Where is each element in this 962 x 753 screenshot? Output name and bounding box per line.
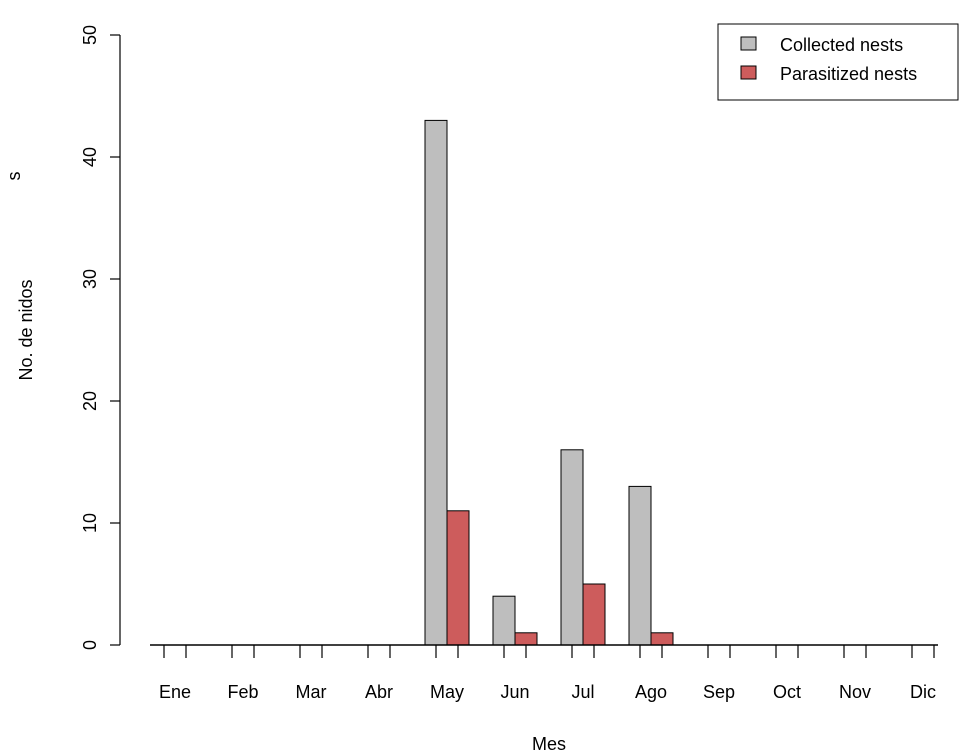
y-axis-title-fragment: s: [4, 172, 24, 181]
x-tick-label: Feb: [227, 682, 258, 702]
bar-collected-may: [424, 119, 448, 646]
x-tick-label: Ago: [635, 682, 667, 702]
bars: [424, 119, 674, 646]
x-tick-label: Dic: [910, 682, 936, 702]
y-tick-label: 10: [80, 513, 100, 533]
legend-swatch-parasitized: [740, 65, 757, 80]
bar-parasitized-ago: [650, 632, 674, 646]
y-tick-label: 0: [80, 640, 100, 650]
bar-parasitized-may: [446, 510, 470, 646]
bar-collected-ago: [628, 485, 652, 646]
x-tick-label: Jun: [500, 682, 529, 702]
y-axis: 0 10 20 30 40 50: [80, 25, 121, 650]
x-tick-label: Jul: [571, 682, 594, 702]
x-tick-label: Oct: [773, 682, 801, 702]
bar-collected-jun: [492, 595, 516, 646]
x-axis: Ene Feb Mar Abr May Jun Jul Ago Sep Oct Nov Dic: [159, 645, 936, 702]
y-axis-title: No. de nidos: [16, 279, 36, 380]
x-axis-title: Mes: [532, 734, 566, 753]
y-tick-label: 20: [80, 391, 100, 411]
x-tick-label: Ene: [159, 682, 191, 702]
y-tick-label: 30: [80, 269, 100, 289]
x-tick-label: May: [430, 682, 464, 702]
x-tick-label: Abr: [365, 682, 393, 702]
bar-parasitized-jul: [582, 583, 606, 646]
x-tick-label: Sep: [703, 682, 735, 702]
y-tick-label: 40: [80, 147, 100, 167]
bar-parasitized-jun: [514, 632, 538, 646]
legend-label-collected: Collected nests: [780, 35, 903, 55]
bar-collected-jul: [560, 449, 584, 646]
x-tick-label: Mar: [296, 682, 327, 702]
legend: Collected nests Parasitized nests: [717, 23, 959, 101]
x-tick-label: Nov: [839, 682, 871, 702]
y-tick-label: 50: [80, 25, 100, 45]
legend-box: [717, 23, 959, 101]
legend-swatch-collected: [740, 36, 757, 51]
legend-label-parasitized: Parasitized nests: [780, 64, 917, 84]
